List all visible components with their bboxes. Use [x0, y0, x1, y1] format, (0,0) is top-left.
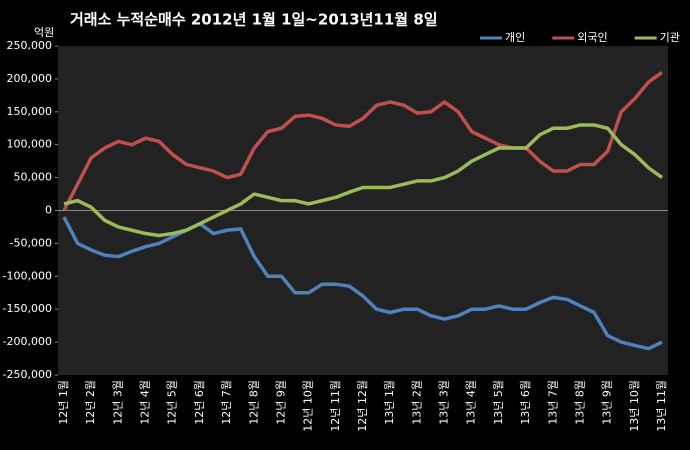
- x-tick-label: 12년 8월: [247, 380, 260, 425]
- x-tick-label: 12년 12월: [356, 380, 369, 432]
- line-series: [62, 216, 663, 351]
- x-tick-label: 12년 7월: [220, 380, 233, 425]
- x-tick-label: 13년 8월: [573, 380, 586, 425]
- x-tick-label: 12년 4월: [139, 380, 152, 425]
- y-tick-label: 250,000: [7, 39, 53, 52]
- x-tick-label: 12년 11월: [329, 380, 342, 432]
- chart-title: 거래소 누적순매수 2012년 1월 1일~2013년11월 8일: [70, 11, 438, 29]
- x-tick-label: 13년 11월: [655, 380, 668, 432]
- legend-label: 개인: [505, 31, 525, 44]
- y-tick-label: 50,000: [14, 171, 53, 184]
- y-tick-label: -150,000: [3, 302, 52, 315]
- x-tick-label: 13년 7월: [546, 380, 559, 425]
- y-tick-label: 0: [45, 204, 52, 217]
- y-tick-label: -50,000: [10, 236, 52, 249]
- line-series: [63, 123, 664, 238]
- x-tick-label: 13년 9월: [601, 380, 614, 425]
- y-tick-label: -200,000: [3, 335, 52, 348]
- x-tick-label: 12년 1월: [57, 380, 70, 425]
- x-tick-label: 12년 10월: [302, 380, 315, 432]
- x-tick-label: 12년 3월: [111, 380, 124, 425]
- x-tick-label: 12년 5월: [166, 380, 179, 425]
- x-tick-label: 13년 5월: [492, 380, 505, 425]
- legend-label: 기관: [660, 31, 680, 44]
- x-tick-label: 13년 10월: [628, 380, 641, 432]
- x-tick-label: 13년 3월: [438, 380, 451, 425]
- y-tick-label: 150,000: [7, 105, 53, 118]
- x-tick-label: 13년 1월: [383, 380, 396, 425]
- x-tick-label: 13년 6월: [519, 380, 532, 425]
- x-tick-label: 12년 6월: [193, 380, 206, 425]
- y-tick-label: -250,000: [3, 368, 52, 381]
- x-tick-label: 13년 4월: [465, 380, 478, 425]
- x-tick-label: 12년 9월: [274, 380, 287, 425]
- legend-label: 외국인: [577, 31, 607, 44]
- y-tick-label: 100,000: [7, 138, 53, 151]
- x-tick-label: 13년 2월: [410, 380, 423, 425]
- y-tick-label: 200,000: [7, 72, 53, 85]
- x-tick-label: 12년 2월: [84, 380, 97, 425]
- y-tick-label: -100,000: [3, 269, 52, 282]
- y-axis-label: 억원: [34, 26, 54, 39]
- line-series: [62, 70, 664, 212]
